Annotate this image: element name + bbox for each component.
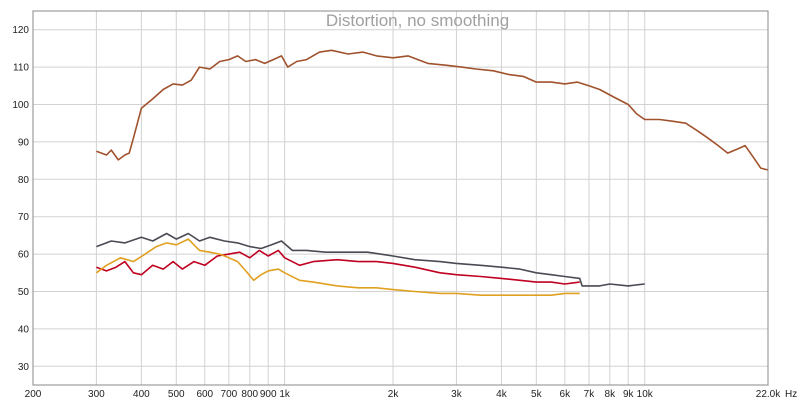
x-tick-label: 500 [168,389,185,400]
x-tick-label: 1k [279,389,291,400]
y-tick-label: 120 [12,25,29,36]
x-tick-label: 400 [133,389,150,400]
y-tick-label: 60 [18,250,30,261]
x-tick-label: 300 [88,389,105,400]
x-tick-label: 10k [637,389,654,400]
y-gridlines [33,29,768,367]
y-tick-label: 100 [12,100,29,111]
x-tick-label: 600 [196,389,213,400]
x-tick-label: 3k [451,389,463,400]
x-tick-label: 7k [584,389,596,400]
series-line [96,249,580,285]
x-tick-label: 900 [260,389,277,400]
x-tick-label: 8k [605,389,617,400]
y-tick-label: 50 [18,287,30,298]
series-line [96,49,769,171]
y-tick-label: 70 [18,212,30,223]
plot-frame [32,10,769,386]
y-tick-label: 30 [18,362,30,373]
series-line [95,238,580,296]
y-tick-label: 40 [18,324,30,335]
series-lines [95,49,769,296]
chart-title: Distortion, no smoothing [326,11,509,30]
x-tick-label: 2k [388,389,400,400]
x-tick-labels: 200 300 400 500 600 700 800 900 1k 2k 3k 4k 5k 6k 7k 8k… [25,389,782,400]
x-tick-label: 700 [221,389,238,400]
x-tick-label: 22.0k [756,389,781,400]
x-tick-label: 200 [25,389,42,400]
y-tick-label: 80 [18,175,30,186]
x-tick-label: 5k [531,389,543,400]
series-line [96,232,645,287]
y-tick-labels: 30 40 50 60 70 80 90 100 110 120 [12,25,29,373]
x-unit-label: Hz [785,389,797,400]
x-tick-label: 9k [623,389,635,400]
y-tick-label: 90 [18,137,30,148]
x-tick-label: 6k [560,389,572,400]
x-tick-label: 800 [241,389,258,400]
y-tick-label: 110 [13,63,29,74]
x-tick-label: 4k [496,389,508,400]
